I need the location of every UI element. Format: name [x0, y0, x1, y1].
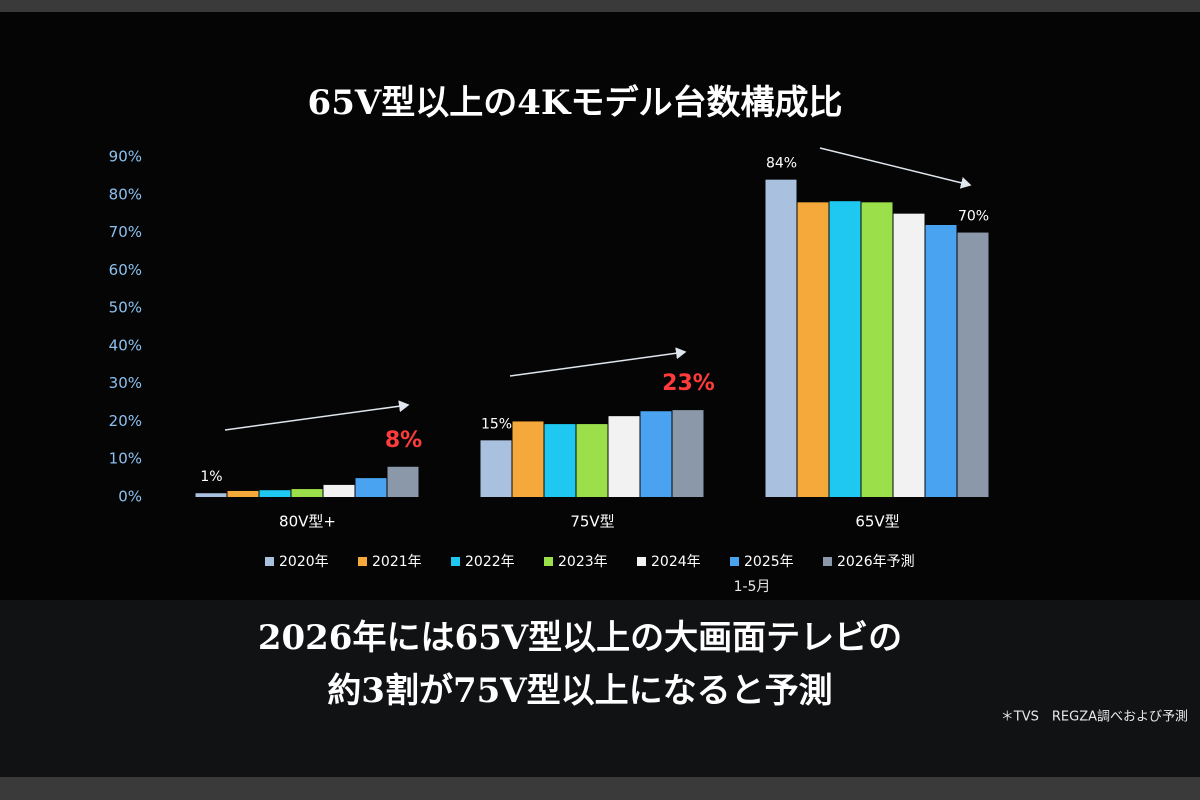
- x-tick-label: 75V型: [570, 513, 614, 531]
- legend-label: 2021年: [372, 554, 422, 570]
- bar: [387, 466, 419, 497]
- value-label: 70%: [958, 209, 989, 225]
- x-tick-label: 65V型: [855, 513, 899, 531]
- bar: [291, 489, 323, 497]
- value-label: 8%: [385, 428, 422, 453]
- bar: [259, 490, 291, 497]
- y-tick-label: 60%: [109, 261, 142, 279]
- bar: [355, 478, 387, 497]
- value-label: 84%: [766, 156, 797, 172]
- value-label: 1%: [200, 469, 222, 485]
- audience-reflection: [0, 600, 1200, 777]
- legend-swatch: [544, 557, 553, 566]
- bar: [480, 440, 512, 497]
- legend-label: 2025年: [744, 554, 794, 570]
- trend-arrow: [819, 147, 972, 189]
- legend-label: 2020年: [279, 554, 329, 570]
- bar: [195, 493, 227, 497]
- bar: [323, 484, 355, 497]
- bar: [227, 490, 259, 497]
- source-note: ＊TVS REGZA調べおよび予測: [1001, 710, 1188, 725]
- chart-title: 65V型以上の4Kモデル台数構成比: [308, 83, 843, 123]
- legend-swatch: [265, 557, 274, 566]
- legend-label: 2023年: [558, 554, 608, 570]
- trend-arrow: [509, 347, 687, 377]
- y-tick-label: 70%: [109, 223, 142, 241]
- legend-label: 2022年: [465, 554, 515, 570]
- bar: [829, 201, 861, 497]
- legend-swatch: [730, 557, 739, 566]
- y-tick-label: 40%: [109, 336, 142, 354]
- bar: [608, 416, 640, 497]
- bar: [861, 202, 893, 498]
- value-label: 15%: [481, 416, 512, 432]
- bar: [925, 225, 957, 497]
- legend-swatch: [637, 557, 646, 566]
- y-tick-label: 30%: [109, 374, 142, 392]
- bar: [765, 179, 797, 497]
- y-tick-label: 50%: [109, 299, 142, 317]
- legend-swatch: [823, 557, 832, 566]
- legend-label: 2026年予測: [837, 554, 915, 570]
- bar: [797, 202, 829, 498]
- bar: [544, 424, 576, 497]
- bar: [576, 424, 608, 497]
- bar: [640, 411, 672, 497]
- y-tick-label: 10%: [109, 450, 142, 468]
- legend-swatch: [451, 557, 460, 566]
- trend-arrow: [224, 400, 410, 431]
- bar: [512, 421, 544, 497]
- legend-label: 2024年: [651, 554, 701, 570]
- bar: [957, 232, 989, 498]
- bar: [672, 410, 704, 497]
- y-tick-label: 90%: [109, 148, 142, 166]
- caption: 約3割が75V型以上になると予測: [327, 671, 832, 711]
- y-tick-label: 0%: [118, 488, 142, 506]
- caption: 2026年には65V型以上の大画面テレビの: [258, 618, 902, 658]
- legend-swatch: [358, 557, 367, 566]
- legend-note: 1-5月: [734, 579, 771, 595]
- y-tick-label: 20%: [109, 412, 142, 430]
- y-tick-label: 80%: [109, 185, 142, 203]
- bar: [893, 213, 925, 497]
- x-tick-label: 80V型+: [279, 513, 336, 531]
- value-label: 23%: [662, 371, 715, 396]
